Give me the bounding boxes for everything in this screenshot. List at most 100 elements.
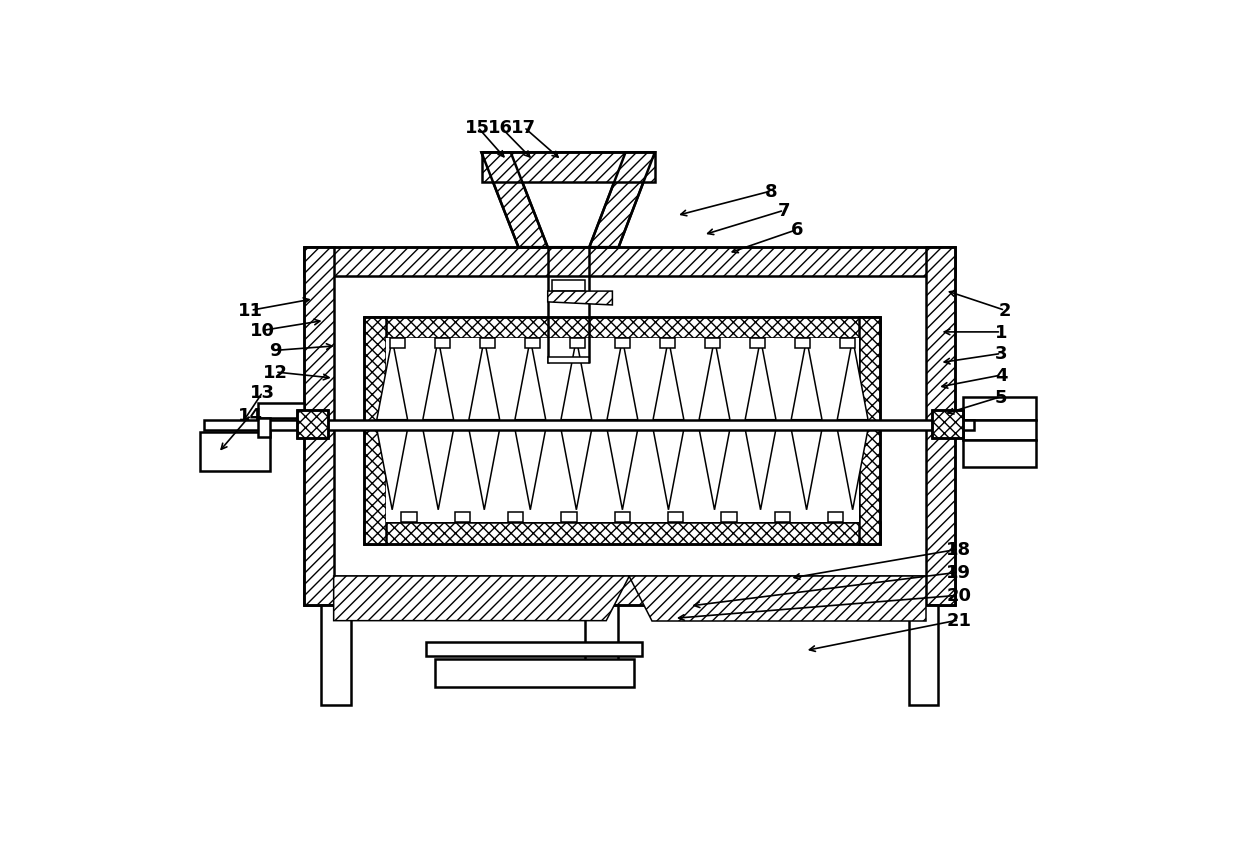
Polygon shape: [548, 292, 613, 306]
Bar: [660, 338, 675, 349]
Bar: [435, 338, 450, 349]
Bar: [926, 248, 955, 605]
Bar: [365, 317, 880, 544]
Text: 3: 3: [994, 345, 1007, 363]
Bar: [205, 420, 975, 430]
Bar: [704, 338, 720, 349]
Bar: [304, 248, 334, 605]
Bar: [365, 317, 880, 338]
Bar: [304, 248, 955, 277]
Bar: [722, 512, 737, 523]
Text: 15: 15: [465, 119, 490, 137]
Bar: [296, 411, 327, 438]
Bar: [296, 411, 327, 438]
Polygon shape: [699, 430, 730, 511]
Bar: [859, 317, 880, 544]
Text: 7: 7: [777, 202, 790, 220]
Bar: [258, 418, 270, 438]
Polygon shape: [630, 576, 926, 621]
Bar: [304, 248, 955, 605]
Bar: [435, 660, 634, 687]
Polygon shape: [377, 339, 408, 420]
Bar: [962, 421, 1035, 440]
Text: 11: 11: [238, 302, 263, 320]
Polygon shape: [791, 339, 822, 420]
Polygon shape: [515, 339, 546, 420]
Text: 19: 19: [946, 563, 971, 581]
Text: 9: 9: [269, 342, 281, 360]
Polygon shape: [515, 430, 546, 511]
Bar: [828, 512, 843, 523]
Polygon shape: [608, 430, 637, 511]
Polygon shape: [837, 430, 868, 511]
Polygon shape: [653, 430, 683, 511]
Text: 12: 12: [263, 363, 288, 381]
Text: 16: 16: [489, 119, 513, 137]
Bar: [365, 523, 880, 544]
Text: 2: 2: [999, 302, 1012, 320]
Text: 13: 13: [250, 383, 275, 401]
Bar: [615, 338, 630, 349]
Bar: [427, 642, 641, 656]
Bar: [365, 317, 880, 544]
Bar: [839, 338, 854, 349]
Polygon shape: [560, 339, 591, 420]
Bar: [480, 338, 495, 349]
Bar: [795, 338, 810, 349]
Bar: [455, 512, 470, 523]
Text: 17: 17: [511, 119, 537, 137]
Polygon shape: [423, 339, 454, 420]
Bar: [481, 153, 655, 183]
Bar: [386, 338, 859, 523]
Text: 5: 5: [994, 388, 1007, 406]
Text: 20: 20: [946, 586, 971, 604]
Bar: [585, 605, 618, 666]
Polygon shape: [469, 339, 500, 420]
Polygon shape: [745, 339, 776, 420]
Polygon shape: [745, 430, 776, 511]
Bar: [775, 512, 790, 523]
Bar: [552, 281, 585, 292]
Polygon shape: [481, 153, 548, 248]
Bar: [562, 512, 577, 523]
Bar: [258, 403, 304, 418]
Bar: [304, 576, 955, 605]
Text: 10: 10: [250, 322, 275, 340]
Text: 14: 14: [238, 406, 263, 424]
Text: 8: 8: [765, 183, 777, 201]
Bar: [525, 338, 541, 349]
Polygon shape: [791, 430, 822, 511]
Bar: [932, 411, 962, 438]
Polygon shape: [469, 430, 500, 511]
Polygon shape: [423, 430, 454, 511]
Polygon shape: [377, 430, 408, 511]
Bar: [201, 432, 270, 471]
Bar: [365, 317, 386, 544]
Bar: [615, 512, 630, 523]
Text: 1: 1: [994, 324, 1007, 342]
Polygon shape: [334, 576, 630, 621]
Bar: [548, 357, 589, 363]
Bar: [668, 512, 683, 523]
Polygon shape: [837, 339, 868, 420]
Text: 18: 18: [946, 541, 971, 559]
Polygon shape: [560, 430, 591, 511]
Bar: [750, 338, 765, 349]
Polygon shape: [699, 339, 730, 420]
Bar: [321, 605, 351, 705]
Text: 21: 21: [946, 611, 971, 629]
Bar: [932, 411, 962, 438]
Bar: [304, 248, 955, 605]
Polygon shape: [653, 339, 683, 420]
Bar: [402, 512, 417, 523]
Bar: [909, 605, 939, 705]
Polygon shape: [608, 339, 637, 420]
Text: 4: 4: [994, 367, 1007, 385]
Bar: [389, 338, 405, 349]
Bar: [962, 398, 1035, 421]
Bar: [962, 440, 1035, 468]
Bar: [508, 512, 523, 523]
Text: 6: 6: [791, 221, 804, 239]
Bar: [569, 338, 585, 349]
Polygon shape: [589, 153, 655, 248]
